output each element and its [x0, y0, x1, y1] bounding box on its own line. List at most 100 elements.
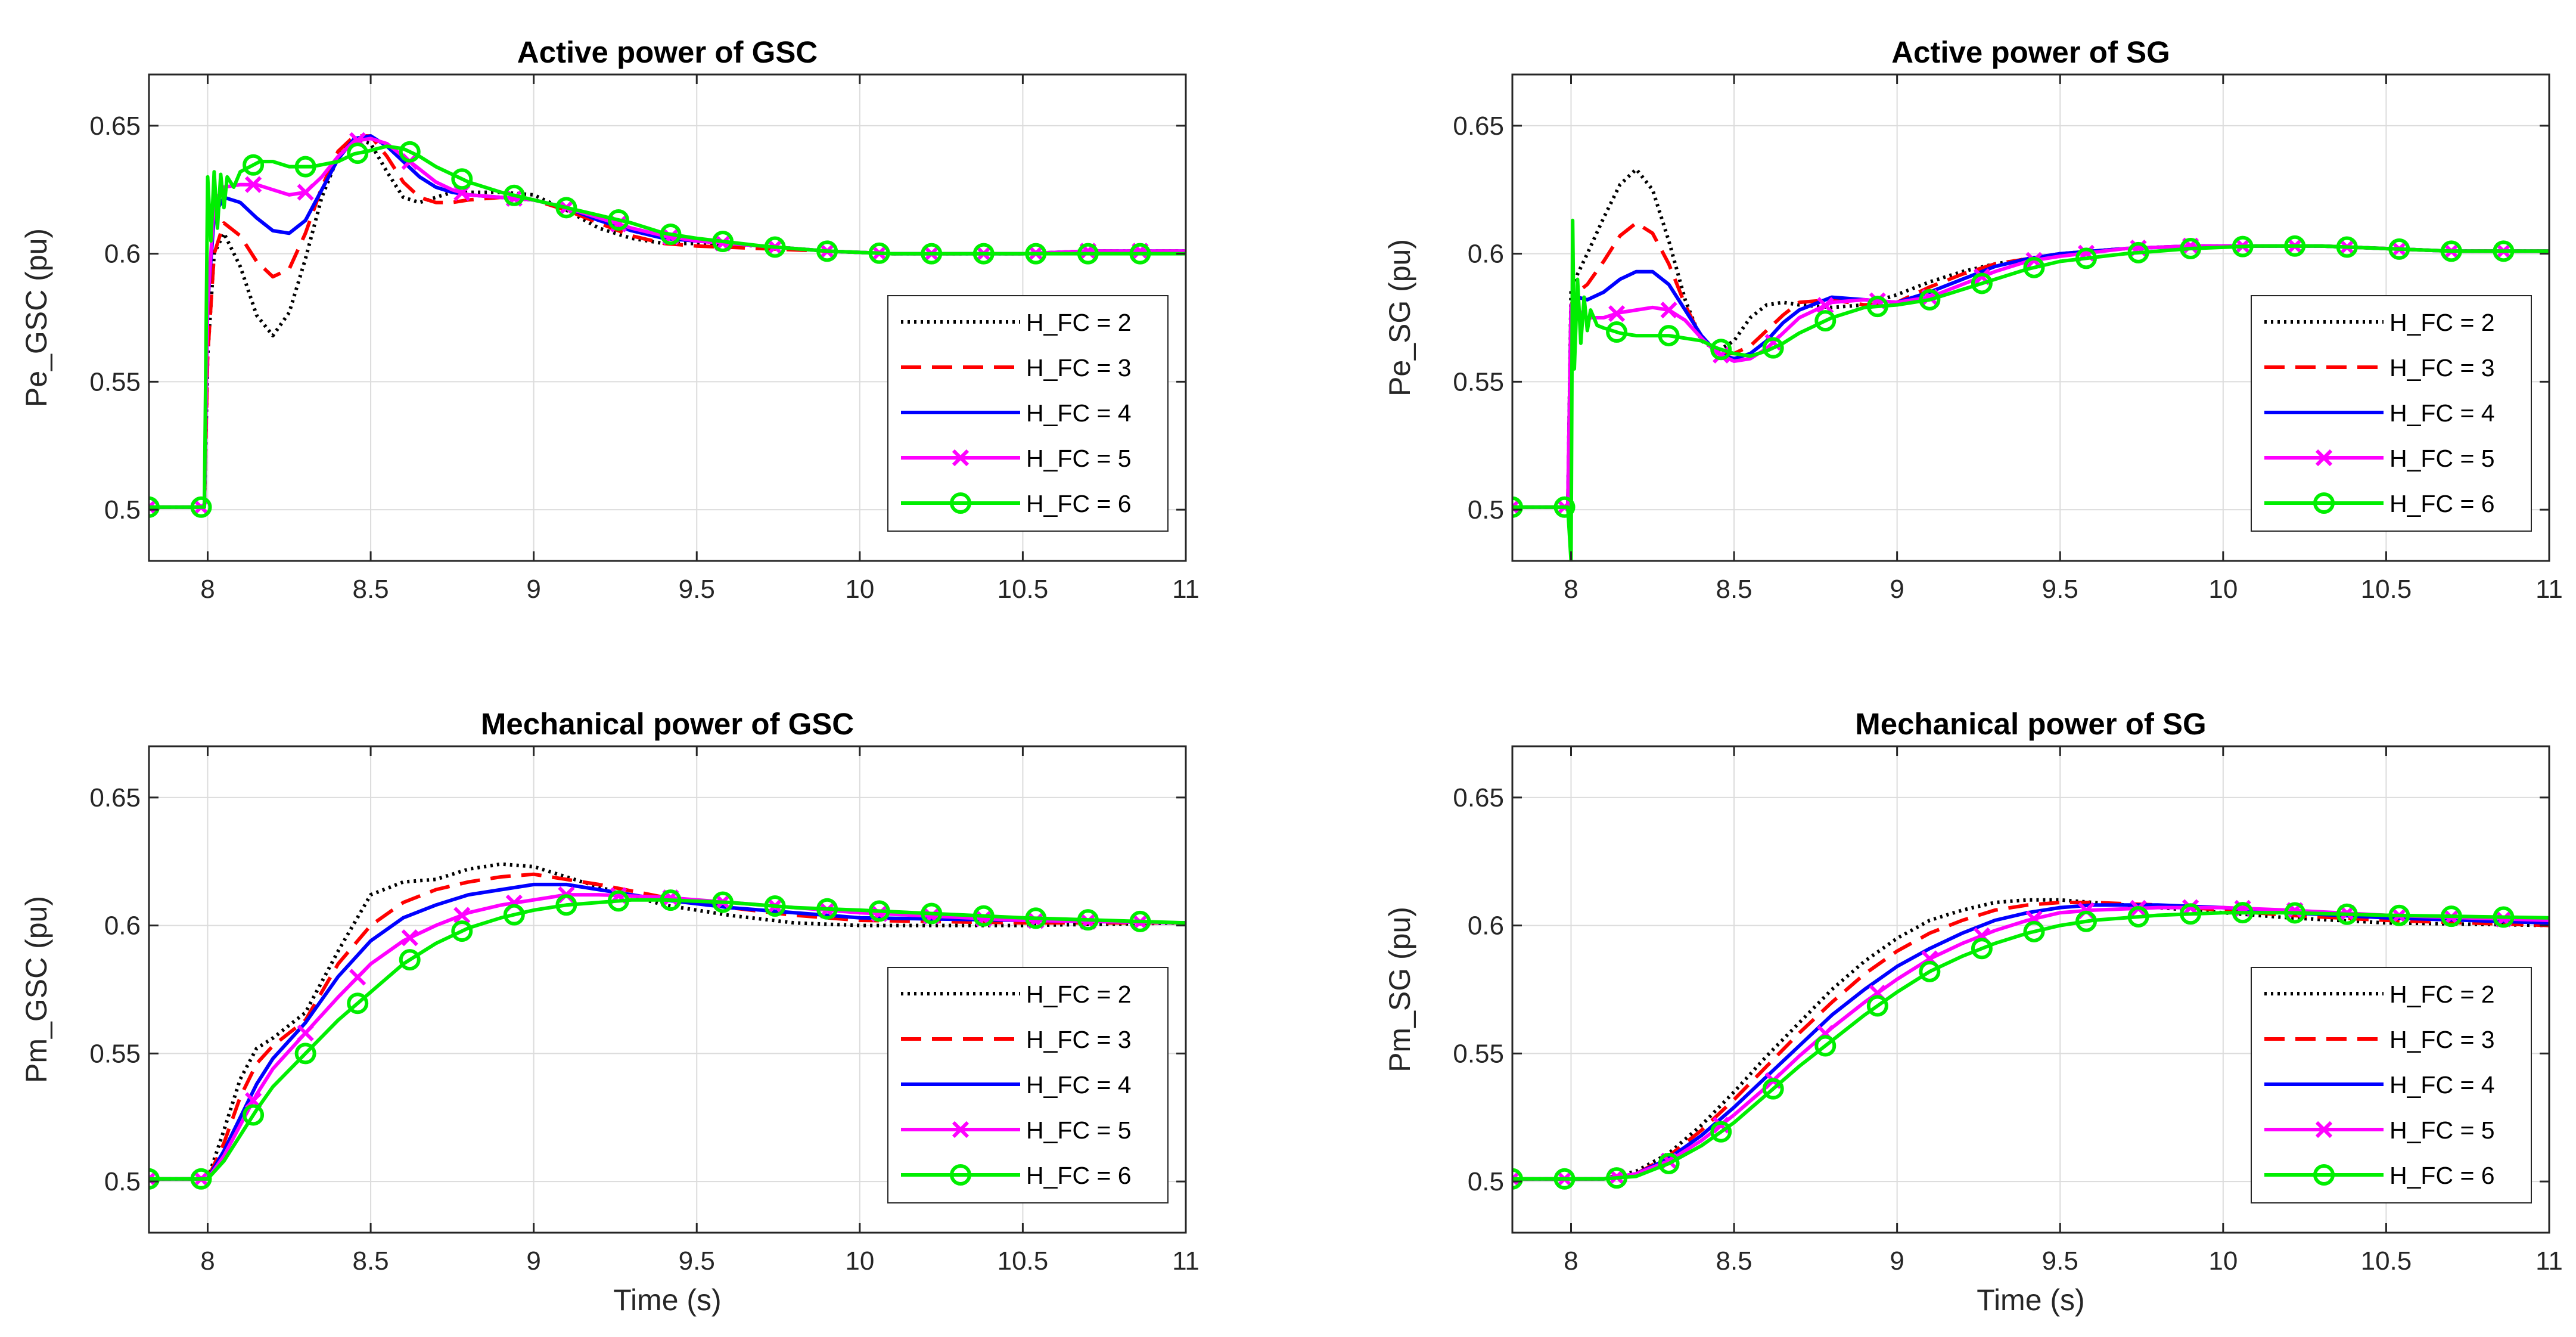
legend-marker-x: [2315, 449, 2333, 467]
marker-x: [297, 1024, 314, 1042]
legend-marker-x: [2315, 1121, 2333, 1139]
chart-title: Active power of GSC: [517, 35, 818, 69]
legend-label-h-fc-3: H_FC = 3: [1026, 1026, 1132, 1053]
x-tick-label: 10.5: [998, 1246, 1049, 1276]
marker-circle: [1606, 1167, 1628, 1189]
marker-x: [349, 969, 366, 986]
legend-label-h-fc-4: H_FC = 4: [2389, 399, 2495, 427]
x-tick-label: 10: [2208, 575, 2238, 604]
marker-circle: [1919, 960, 1941, 982]
marker-circle: [816, 240, 838, 262]
marker-circle: [607, 209, 629, 231]
marker-circle: [1025, 907, 1047, 929]
legend-label-h-fc-2: H_FC = 2: [1026, 309, 1132, 336]
legend-label-h-fc-3: H_FC = 3: [1026, 354, 1132, 381]
marker-circle: [1658, 1153, 1680, 1175]
y-tick-label: 0.65: [89, 783, 141, 812]
marker-x: [1512, 498, 1521, 516]
marker-circle: [2493, 240, 2515, 262]
marker-circle: [816, 898, 838, 920]
marker-circle: [503, 904, 525, 926]
y-tick-label: 0.55: [89, 367, 141, 396]
marker-circle: [1814, 310, 1837, 332]
series-group: [1512, 898, 2549, 1190]
marker-circle: [1762, 337, 1784, 359]
legend-label-h-fc-6: H_FC = 6: [2389, 1162, 2495, 1189]
series-group: [1512, 167, 2549, 561]
marker-x: [401, 929, 418, 947]
subplot-1: 8 8.5 9 9.5 10 10.5 11 0.5 0.55 0.6 0.65 Active pow…: [20, 35, 1200, 604]
marker-circle: [2388, 904, 2410, 926]
marker-circle: [2023, 920, 2045, 942]
axes-box: [1511, 745, 2550, 1234]
legend-marker-circle: [2313, 1164, 2335, 1186]
marker-x: [1817, 297, 1834, 314]
marker-x: [149, 1170, 158, 1187]
marker-circle: [2232, 902, 2254, 924]
y-tick-label: 0.5: [1468, 1167, 1504, 1196]
marker-circle: [1077, 243, 1099, 265]
marker-circle: [1129, 910, 1151, 932]
marker-circle: [972, 905, 995, 927]
marker-x: [149, 498, 158, 516]
x-tick-label: 9: [1890, 575, 1904, 604]
series-line-h-fc-5: [1512, 244, 2549, 509]
marker-circle: [190, 1168, 212, 1190]
chart-title: Mechanical power of GSC: [481, 707, 854, 741]
subplot-3: 8 8.5 9 9.5 10 10.5 11 0.5 0.55 0.6 0.65 Mechanical…: [20, 707, 1200, 1317]
y-axis-label: Pe_SG (pu): [1383, 239, 1416, 396]
marker-circle: [764, 236, 786, 258]
marker-circle: [2336, 903, 2358, 925]
marker-circle: [712, 231, 734, 253]
x-tick-label: 8.5: [1716, 1246, 1752, 1276]
legend-label-h-fc-5: H_FC = 5: [2389, 445, 2495, 472]
marker-circle: [149, 1168, 160, 1190]
axes-box: [148, 745, 1187, 1234]
marker-circle: [1553, 496, 1576, 518]
marker-circle: [1553, 1168, 1576, 1190]
marker-circle: [451, 920, 473, 942]
legend-marker-circle: [2313, 492, 2335, 514]
x-tick-label: 9.5: [679, 1246, 715, 1276]
x-tick-label: 9: [1890, 1246, 1904, 1276]
legend-label-h-fc-5: H_FC = 5: [2389, 1116, 2495, 1144]
marker-circle: [503, 184, 525, 206]
series-group: [149, 862, 1186, 1190]
x-tick-label: 8: [200, 575, 215, 604]
legend-label-h-fc-3: H_FC = 3: [2389, 354, 2495, 381]
marker-circle: [1025, 243, 1047, 265]
x-tick-label: 8.5: [1716, 575, 1752, 604]
y-tick-label: 0.55: [1453, 367, 1504, 396]
legend-label-h-fc-2: H_FC = 2: [1026, 981, 1132, 1008]
legend-marker-circle: [950, 492, 971, 514]
marker-circle: [1606, 321, 1628, 343]
marker-circle: [2440, 240, 2462, 262]
marker-circle: [2388, 238, 2410, 260]
x-tick-label: 10: [845, 575, 874, 604]
series-group: [149, 132, 1186, 518]
marker-circle: [2440, 905, 2462, 927]
x-tick-label: 11: [2535, 1246, 2563, 1276]
marker-circle: [1814, 1035, 1837, 1057]
marker-circle: [921, 902, 943, 925]
series-line-h-fc-5: [1512, 905, 2549, 1181]
legend-marker-circle: [950, 1164, 971, 1186]
legend-label-h-fc-2: H_FC = 2: [2389, 309, 2495, 336]
marker-circle: [243, 1104, 265, 1126]
y-axis-label: Pm_GSC (pu): [20, 896, 53, 1083]
x-tick-label: 9: [526, 575, 540, 604]
legend-label-h-fc-5: H_FC = 5: [1026, 445, 1132, 472]
legend-label-h-fc-6: H_FC = 6: [2389, 490, 2495, 517]
legend-label-h-fc-6: H_FC = 6: [1026, 490, 1132, 517]
marker-circle: [555, 894, 577, 916]
y-tick-label: 0.5: [104, 495, 141, 525]
x-tick-label: 10.5: [998, 575, 1049, 604]
x-tick-label: 10: [845, 1246, 874, 1276]
marker-circle: [1077, 909, 1099, 931]
series-line-h-fc-6: [1512, 911, 2549, 1181]
marker-circle: [2075, 247, 2098, 269]
marker-circle: [347, 142, 369, 165]
marker-circle: [1710, 339, 1732, 361]
marker-circle: [1512, 496, 1523, 518]
